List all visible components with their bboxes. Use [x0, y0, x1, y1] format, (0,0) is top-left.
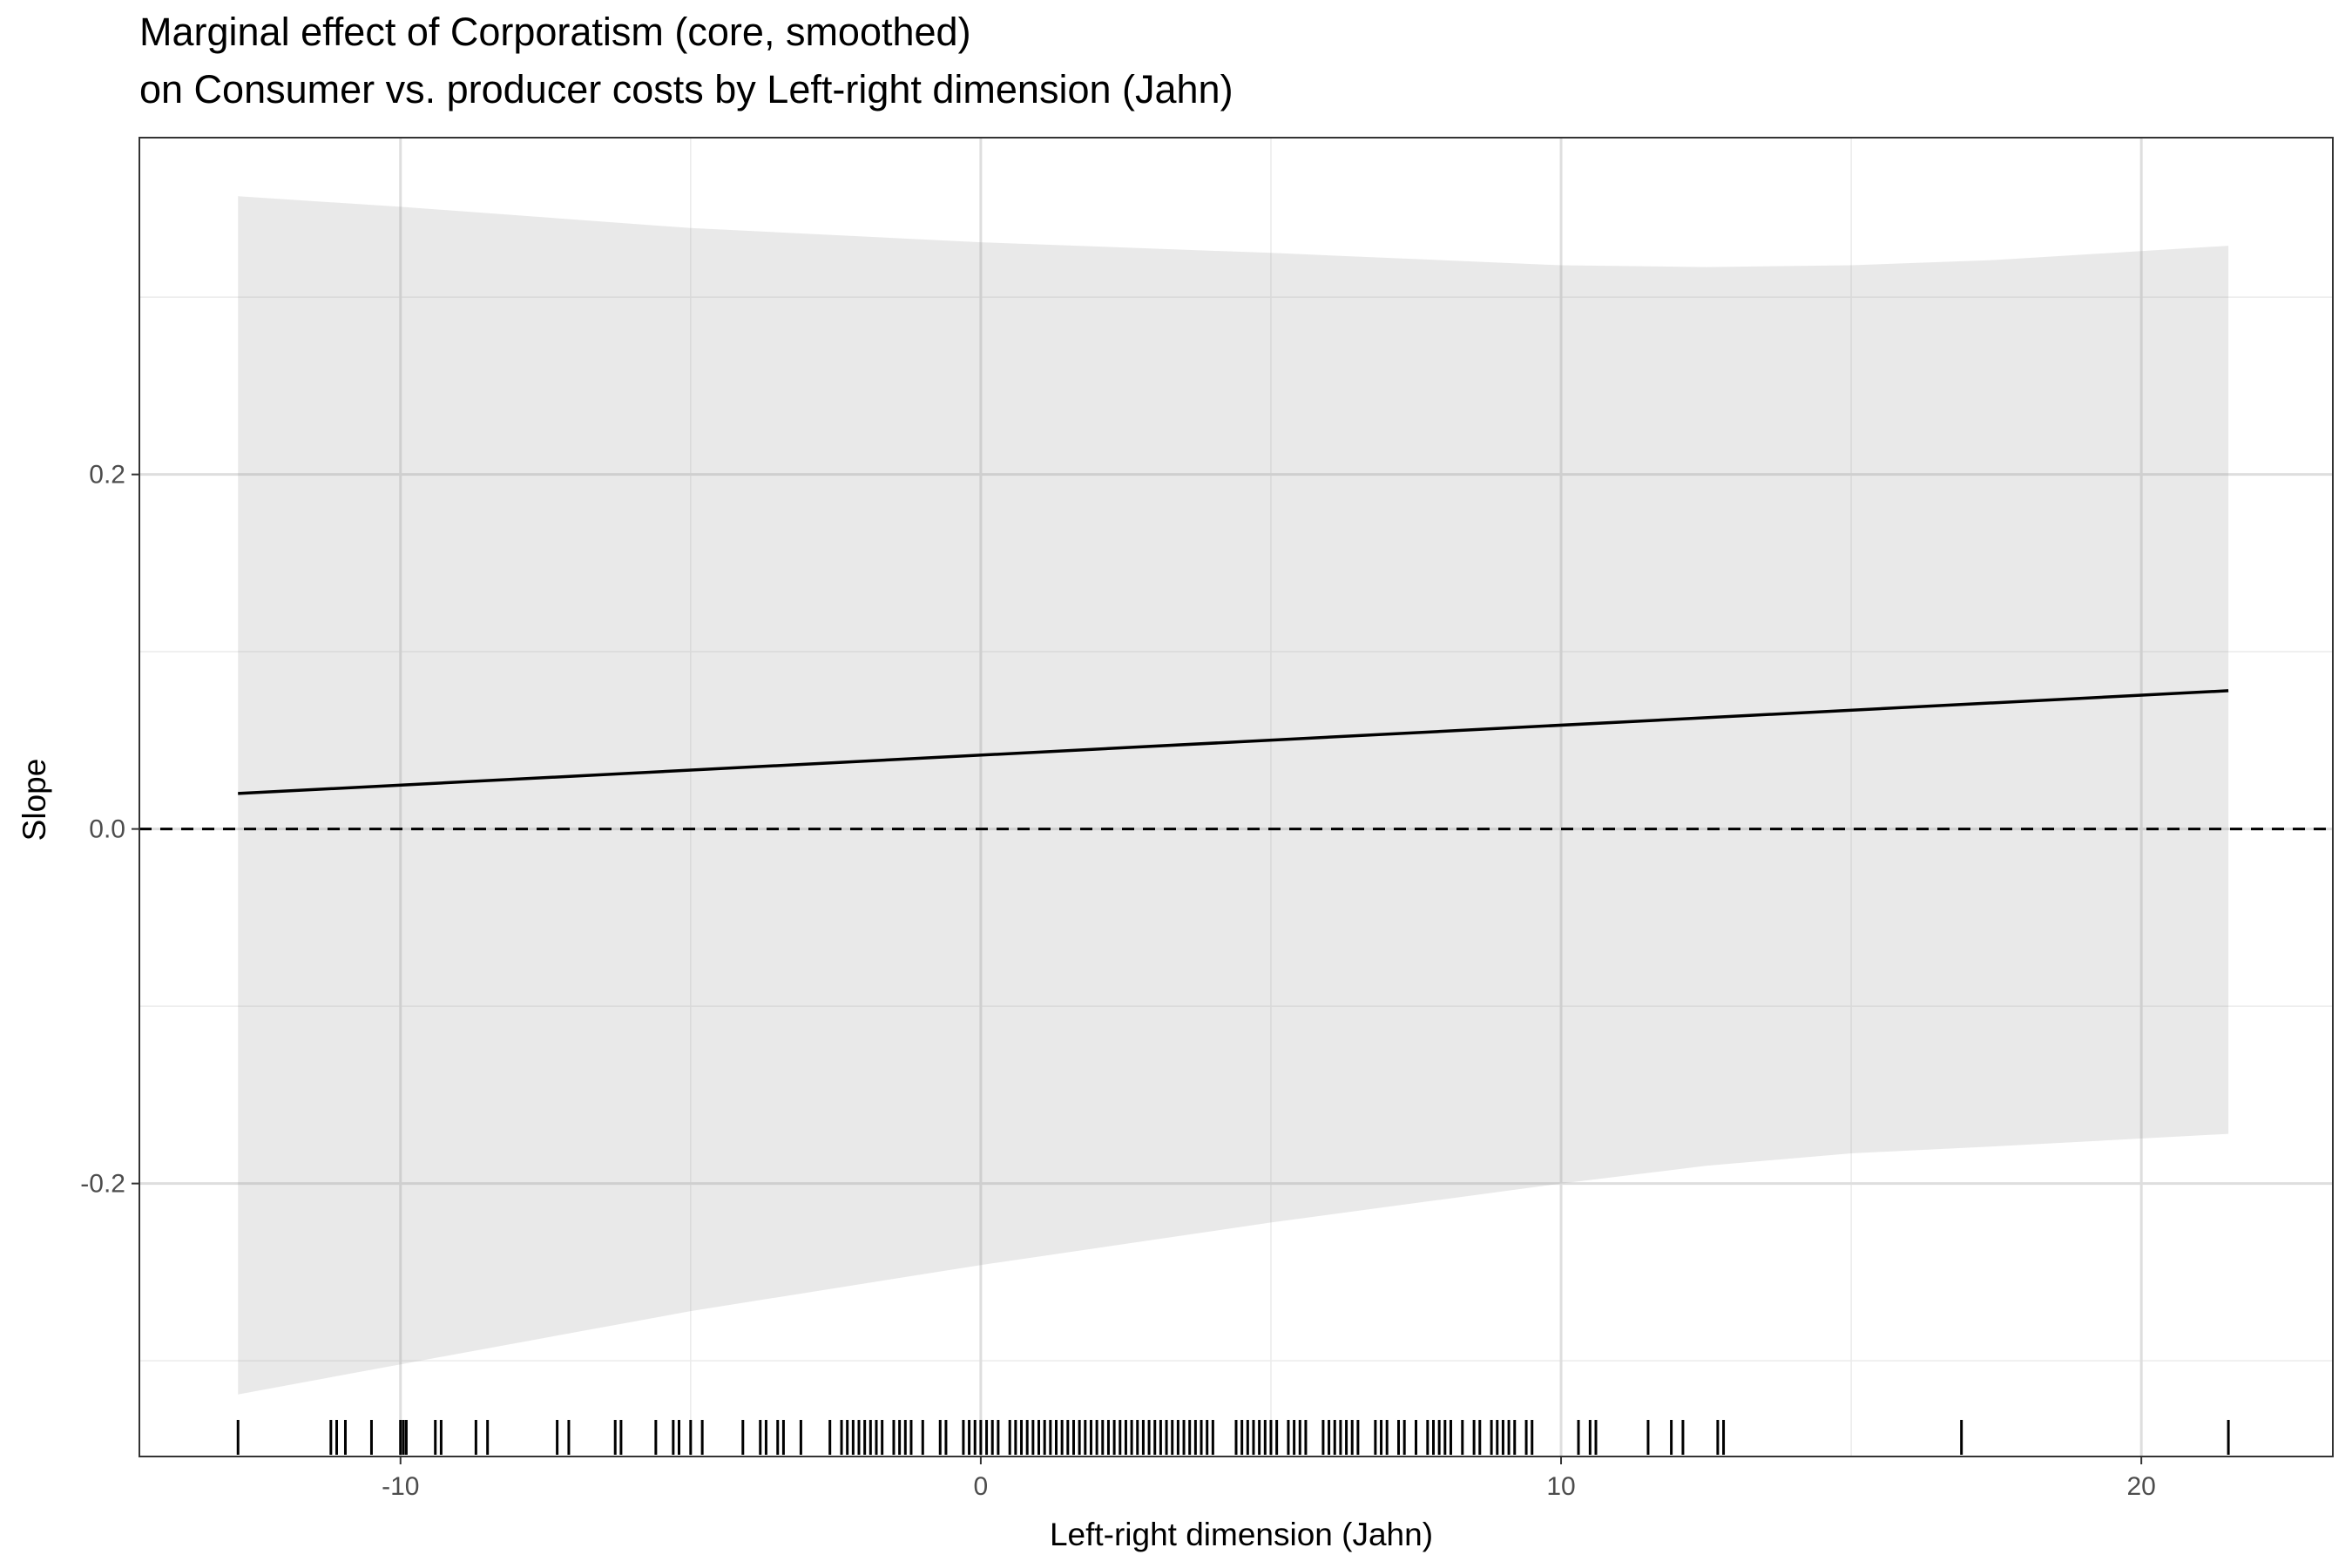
x-tick-label: 10 — [1546, 1472, 1575, 1501]
marginal-effect-line — [238, 689, 2229, 795]
y-tick-label: 0.0 — [89, 815, 125, 844]
y-axis: -0.2 0.0 0.2 — [80, 461, 139, 1199]
x-axis-title: Left-right dimension (Jahn) — [1050, 1517, 1433, 1552]
x-axis: -10 0 10 20 — [382, 1456, 2156, 1501]
x-tick-label: -10 — [382, 1472, 419, 1501]
chart-title: Marginal effect of Corporatism (core, sm… — [139, 10, 971, 54]
y-tick-label: -0.2 — [80, 1170, 125, 1199]
panel-border — [139, 137, 2334, 1457]
x-tick-label: 20 — [2126, 1472, 2155, 1501]
plot-panel — [139, 137, 2334, 1457]
confidence-band — [238, 196, 2229, 1395]
y-axis-title: Slope — [17, 759, 52, 841]
y-tick-label: 0.2 — [89, 461, 125, 490]
x-tick-label: 0 — [974, 1472, 989, 1501]
panel-background — [139, 138, 2333, 1456]
chart-subtitle: on Consumer vs. producer costs by Left-r… — [139, 67, 1233, 112]
